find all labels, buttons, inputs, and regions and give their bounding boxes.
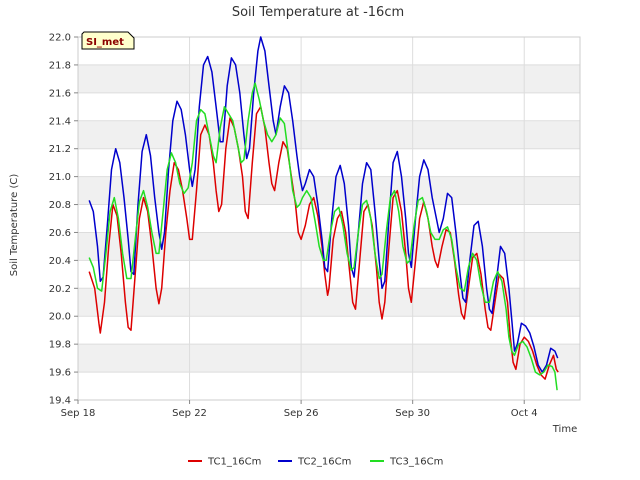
plot-background-bands [78,64,580,373]
y-tick-label: 20.6 [49,228,71,239]
series-lines [88,36,559,391]
series-line-tc2-16cm [88,36,559,373]
si-met-badge: SI_met [81,31,135,50]
legend-item: TC1_16Cm [188,457,261,468]
y-tick-label: 19.8 [49,340,71,351]
legend-item: TC3_16Cm [370,457,443,468]
legend-item: TC2_16Cm [278,457,351,468]
y-tick-label: 20.8 [49,200,71,211]
grid-band [78,176,580,205]
series-line-tc1-16cm [88,106,559,380]
badge-label: SI_met [86,37,124,48]
y-tick-label: 21.8 [49,60,71,71]
y-tick-label: 20.2 [49,284,71,295]
x-axis-ticks: Sep 18 Sep 22 Sep 26 Sep 30 Oct 4 [61,400,538,419]
y-tick-label: 21.6 [49,88,71,99]
legend: TC1_16Cm TC2_16Cm TC3_16Cm [188,457,443,468]
y-tick-label: 19.6 [49,368,71,379]
series-line-tc3-16cm [88,82,558,391]
y-tick-label: 19.4 [49,396,71,407]
y-tick-label: 20.0 [49,312,71,323]
x-tick-label: Sep 18 [61,408,96,419]
y-tick-label: 21.2 [49,144,71,155]
grid-band [78,344,580,373]
y-tick-label: 21.0 [49,172,71,183]
y-tick-label: 22.0 [49,33,71,44]
x-tick-label: Sep 22 [172,408,207,419]
legend-label: TC3_16Cm [389,457,443,468]
y-axis-label: Soil Temperature (C) [9,174,20,277]
chart-title: Soil Temperature at -16cm [232,5,404,20]
y-tick-label: 21.4 [49,116,71,127]
legend-label: TC1_16Cm [207,457,261,468]
y-axis-ticks: 19.4 19.6 19.8 20.0 20.2 20.4 20.6 20.8 21.0 21.2… [49,33,78,407]
x-tick-label: Sep 26 [284,408,319,419]
y-tick-label: 20.4 [49,256,71,267]
x-axis-label: Time [552,424,577,435]
legend-label: TC2_16Cm [297,457,351,468]
grid-band [78,64,580,93]
plot-frame [77,36,581,401]
grid-band [78,120,580,149]
x-tick-label: Sep 30 [395,408,430,419]
x-tick-label: Oct 4 [511,408,538,419]
